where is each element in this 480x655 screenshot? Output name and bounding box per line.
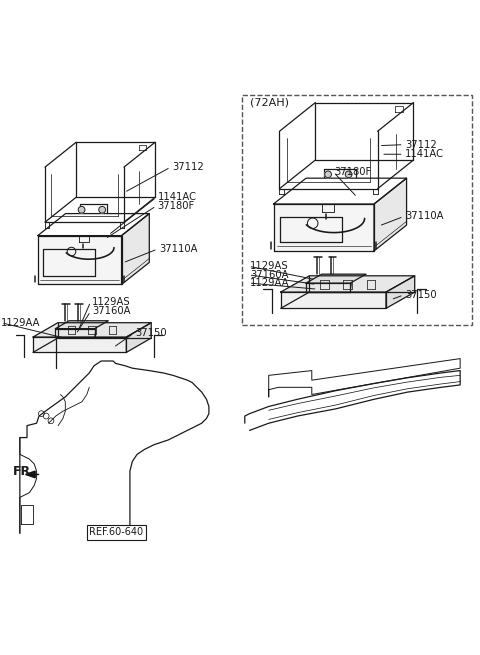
Text: REF.60-640: REF.60-640	[89, 527, 144, 537]
Text: 1129AA: 1129AA	[250, 278, 289, 288]
Polygon shape	[306, 283, 350, 292]
Text: 1129AS: 1129AS	[250, 261, 288, 271]
Circle shape	[78, 206, 85, 213]
Text: 37180F: 37180F	[335, 167, 372, 177]
Text: 37150: 37150	[135, 328, 167, 338]
Circle shape	[345, 171, 352, 178]
Text: 37150: 37150	[405, 290, 437, 300]
Text: 37160A: 37160A	[250, 270, 288, 280]
Polygon shape	[281, 276, 415, 292]
Text: 37110A: 37110A	[405, 212, 444, 221]
Text: 37112: 37112	[405, 140, 437, 150]
Text: 1141AC: 1141AC	[157, 193, 197, 202]
Polygon shape	[25, 471, 35, 477]
Text: 37110A: 37110A	[159, 244, 198, 254]
Polygon shape	[55, 321, 108, 329]
Polygon shape	[79, 236, 89, 242]
Bar	[242, 96, 472, 325]
Circle shape	[99, 206, 106, 213]
Polygon shape	[374, 178, 407, 251]
Polygon shape	[386, 276, 415, 309]
Circle shape	[324, 171, 331, 178]
Polygon shape	[38, 236, 121, 284]
Polygon shape	[121, 214, 149, 236]
Polygon shape	[55, 329, 95, 337]
Polygon shape	[33, 337, 126, 352]
Text: 1141AC: 1141AC	[405, 149, 444, 159]
Text: 37160A: 37160A	[92, 307, 131, 316]
Polygon shape	[281, 292, 386, 309]
Text: (72AH): (72AH)	[250, 98, 288, 108]
Polygon shape	[33, 323, 151, 337]
Text: 37180F: 37180F	[157, 201, 195, 211]
Polygon shape	[121, 214, 149, 284]
Polygon shape	[374, 178, 407, 204]
Text: 1129AA: 1129AA	[1, 318, 41, 328]
Text: 1129AS: 1129AS	[92, 297, 131, 307]
Polygon shape	[126, 323, 151, 352]
Text: FR.: FR.	[12, 464, 36, 477]
Polygon shape	[274, 204, 374, 251]
Text: 37112: 37112	[172, 162, 204, 172]
Polygon shape	[322, 204, 334, 212]
Polygon shape	[306, 274, 366, 283]
